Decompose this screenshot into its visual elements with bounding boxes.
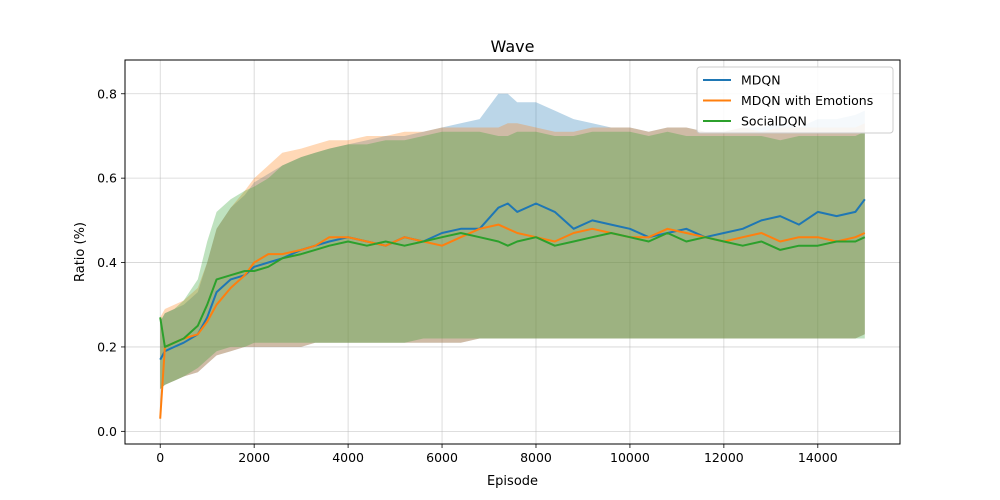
- legend-label: SocialDQN: [741, 114, 807, 129]
- plot-area-frame: [124, 59, 901, 445]
- x-tick-label: 0: [156, 450, 164, 465]
- series-band: [160, 123, 865, 390]
- x-tick-label: 4000: [332, 450, 364, 465]
- legend-label: MDQN: [741, 73, 781, 88]
- x-tick-label: 8000: [520, 450, 552, 465]
- confidence-bands: [160, 93, 865, 390]
- x-tick-label: 10000: [610, 450, 650, 465]
- y-tick-label: 0.0: [97, 424, 117, 439]
- y-axis-label: Ratio (%): [73, 222, 88, 282]
- x-tick-label: 6000: [426, 450, 458, 465]
- chart-title: Wave: [491, 37, 535, 56]
- x-tick-label: 2000: [238, 450, 270, 465]
- x-tick-label: 12000: [704, 450, 744, 465]
- x-axis-label: Episode: [487, 474, 538, 489]
- y-tick-label: 0.8: [97, 86, 117, 101]
- y-tick-label: 0.4: [97, 255, 117, 270]
- axis-ticks: 0 2000 4000 6000 8000 10000 12000 14000 0.0 0.2 0.…: [97, 86, 838, 465]
- series-lines: [159, 198, 866, 419]
- series-band: [160, 93, 865, 390]
- x-tick-label: 14000: [798, 450, 838, 465]
- legend-box: [696, 66, 894, 134]
- series-line: [159, 223, 866, 419]
- series-line: [159, 232, 866, 348]
- y-tick-label: 0.2: [97, 339, 117, 354]
- legend: MDQN MDQN with Emotions SocialDQN: [696, 66, 894, 134]
- series-band: [160, 131, 865, 390]
- legend-label: MDQN with Emotions: [741, 93, 873, 108]
- y-tick-label: 0.6: [97, 171, 117, 186]
